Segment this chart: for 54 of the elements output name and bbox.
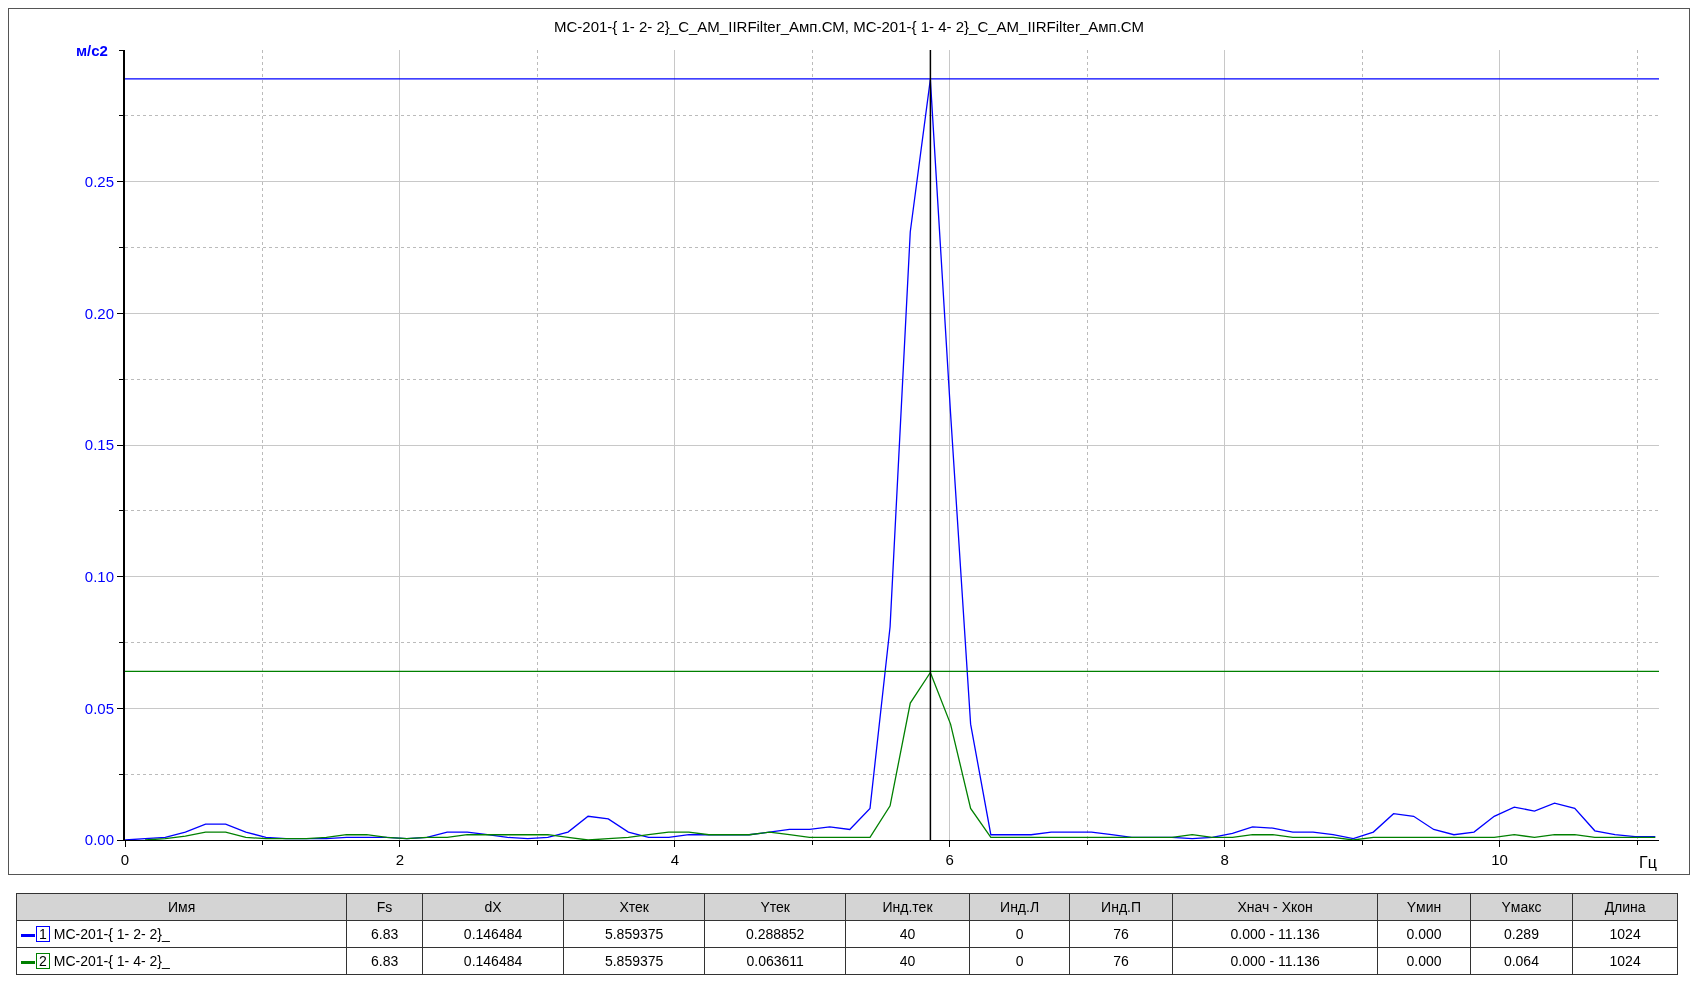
text: 5.859375 — [563, 920, 705, 948]
text: 1024 — [1572, 920, 1678, 948]
text: 1024 — [1572, 947, 1678, 975]
text: dX — [422, 893, 564, 921]
text: 76 — [1069, 947, 1173, 975]
x-axis-title: Гц — [1639, 854, 1657, 871]
text: Yмакс — [1470, 893, 1573, 921]
text: 0.146484 — [422, 920, 564, 948]
text: 0.064 — [1470, 947, 1573, 975]
text: 0.146484 — [422, 947, 564, 975]
text: 0.000 - 11.136 — [1172, 947, 1378, 975]
text: 40 — [845, 920, 970, 948]
text: 0.000 — [1377, 920, 1471, 948]
legend-label: МС-201-{ 1- 4- 2}_ — [53, 953, 170, 969]
text: 0.063611 — [704, 947, 846, 975]
x-tick-label: 8 — [1220, 851, 1229, 868]
legend-label: МС-201-{ 1- 2- 2}_ — [53, 926, 170, 942]
text: 5.859375 — [563, 947, 705, 975]
text: 0 — [969, 920, 1070, 948]
text: 0.000 — [1377, 947, 1471, 975]
y-tick-label: 0.20 — [84, 304, 114, 322]
x-tick-label: 4 — [670, 851, 679, 868]
text: Инд.Л — [969, 893, 1070, 921]
text: 0.000 - 11.136 — [1172, 920, 1378, 948]
y-tick-label: 0.05 — [84, 699, 114, 717]
x-tick-label: 2 — [395, 851, 405, 868]
text: 40 — [845, 947, 970, 975]
text: 76 — [1069, 920, 1173, 948]
y-axis-title: м/с2 — [76, 42, 108, 59]
x-tick-label: 10 — [1491, 851, 1508, 868]
text: Имя — [16, 893, 347, 921]
text: 6.83 — [346, 920, 423, 948]
text: Хнач - Хкон — [1172, 893, 1378, 921]
text: 0.288852 — [704, 920, 846, 948]
y-tick-label: 0.25 — [84, 172, 114, 190]
text: Инд.тек — [845, 893, 970, 921]
line-series — [125, 78, 1656, 840]
text: 6.83 — [346, 947, 423, 975]
text: Инд.П — [1069, 893, 1173, 921]
text: 2 — [36, 953, 50, 969]
text: 0.289 — [1470, 920, 1573, 948]
text: Fs — [346, 893, 423, 921]
text: 1 — [36, 926, 50, 942]
text: 0 — [969, 947, 1070, 975]
x-tick-label: 6 — [945, 851, 954, 868]
y-tick-label: 0.00 — [84, 831, 114, 849]
text: Yмин — [1377, 893, 1471, 921]
text: Xтек — [563, 893, 705, 921]
text: Yтек — [704, 893, 846, 921]
chart-title: МС-201-{ 1- 2- 2}_C_AM_IIRFilter_Амп.СМ, МС-201-{ 1- 4- 2}_C_AM_IIRFilter_Амп.СМ — [553, 18, 1145, 36]
y-tick-label: 0.10 — [84, 567, 114, 585]
y-tick-label: 0.15 — [84, 436, 114, 454]
text: Длина — [1572, 893, 1678, 921]
x-tick-label: 0 — [120, 851, 130, 868]
